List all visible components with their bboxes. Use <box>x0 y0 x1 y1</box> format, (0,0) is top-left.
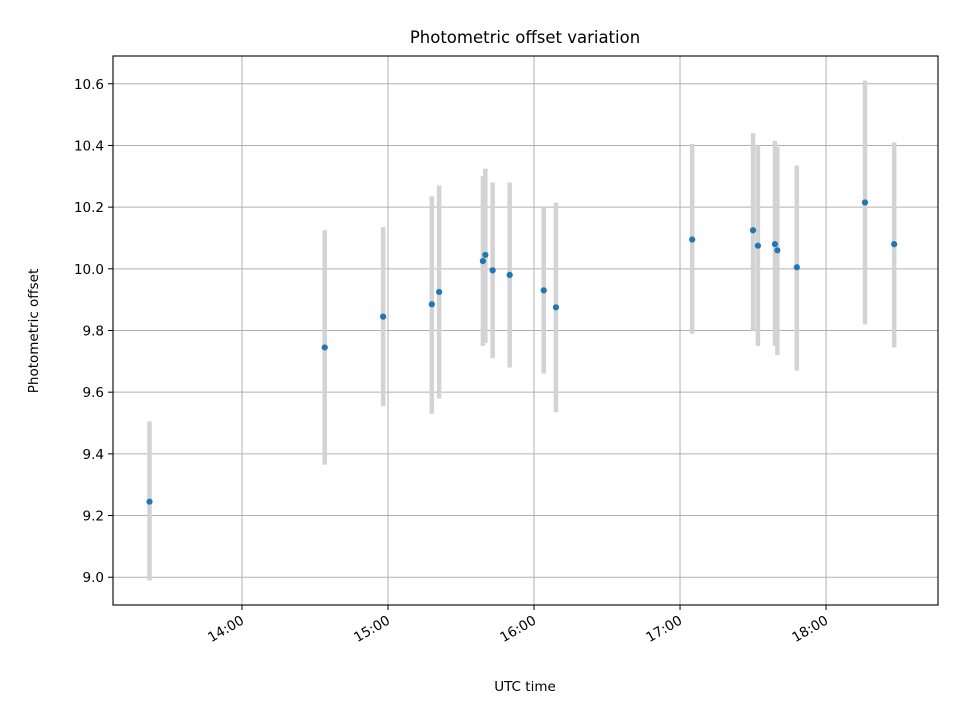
data-point <box>891 241 898 248</box>
data-point <box>771 241 779 248</box>
data-point <box>506 271 513 279</box>
data-point <box>689 236 696 243</box>
y-tick-label: 9.2 <box>83 509 104 525</box>
data-point <box>436 288 443 296</box>
y-tick-label: 9.0 <box>83 570 104 586</box>
data-point <box>489 267 496 274</box>
data-points <box>146 199 898 505</box>
data-point <box>861 199 869 206</box>
x-axis-label: UTC time <box>494 679 556 695</box>
chart-title: Photometric offset variation <box>410 28 640 47</box>
data-point <box>540 287 547 294</box>
data-point <box>482 251 489 259</box>
data-point <box>321 344 328 351</box>
data-point <box>774 247 781 254</box>
y-tick-label: 10.6 <box>74 77 104 93</box>
data-point <box>428 301 435 308</box>
y-tick-label: 9.6 <box>83 385 104 401</box>
data-point <box>552 304 560 311</box>
y-axis-label: Photometric offset <box>26 269 42 393</box>
y-axis: 9.0 9.2 9.4 9.6 9.8 10.0 10.2 10.4 10.6 <box>74 77 113 586</box>
y-tick-label: 10.0 <box>74 262 104 278</box>
data-point <box>754 242 762 249</box>
data-point <box>479 258 487 265</box>
grid <box>113 56 938 605</box>
data-point <box>146 498 153 505</box>
data-point <box>380 313 387 320</box>
y-tick-label: 10.4 <box>74 138 104 154</box>
data-point <box>793 264 800 271</box>
y-tick-label: 10.2 <box>74 200 104 216</box>
y-tick-label: 9.4 <box>83 447 104 463</box>
data-point <box>749 227 757 234</box>
y-tick-label: 9.8 <box>83 324 104 340</box>
